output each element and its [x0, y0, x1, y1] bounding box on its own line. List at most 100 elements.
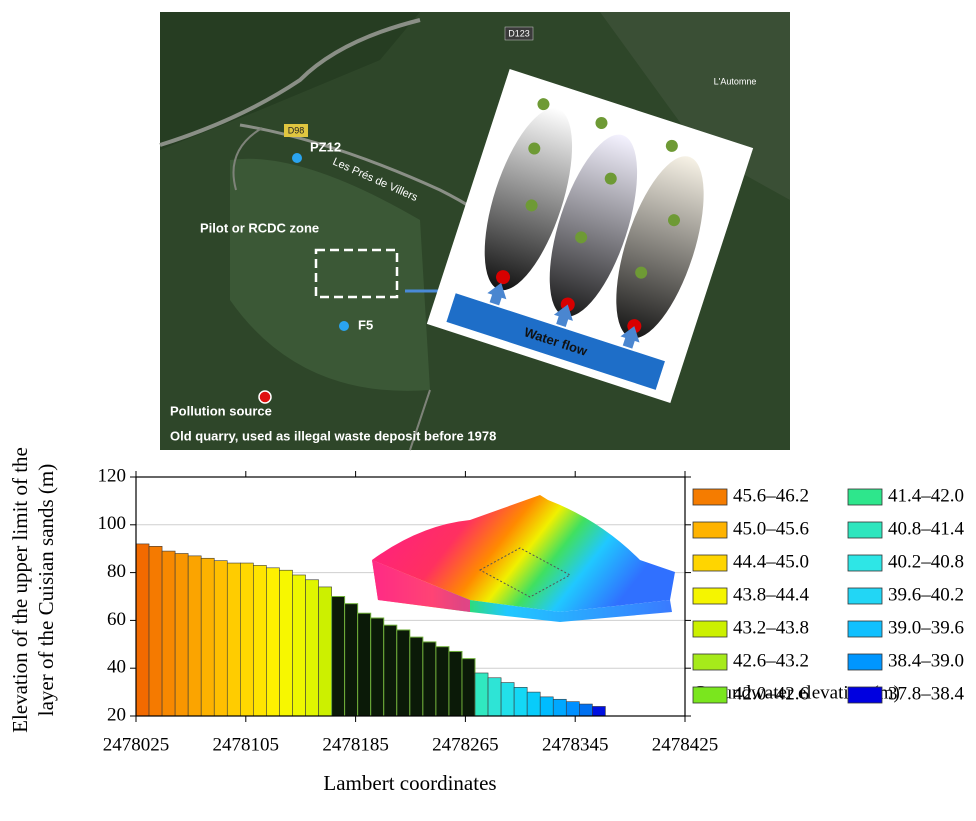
bar: [240, 562, 254, 717]
bar: [513, 687, 528, 717]
x-axis-label: Lambert coordinates: [323, 771, 496, 795]
map-label: D123: [508, 28, 530, 38]
bar: [592, 706, 606, 717]
map-label: Pilot or RCDC zone: [200, 220, 319, 235]
map-label: PZ12: [310, 139, 341, 154]
legend-label: 39.0–39.6: [888, 617, 964, 638]
y-tick-label: 80: [107, 561, 126, 582]
bar: [226, 562, 241, 717]
field: [230, 158, 430, 391]
pilot-zone-box: [314, 248, 399, 299]
bar: [422, 641, 437, 717]
bar: [409, 636, 424, 717]
legend-label: 37.8–38.4: [888, 683, 965, 704]
legend-swatch: [692, 488, 728, 506]
bar: [279, 569, 293, 717]
x-tick-label: 2478105: [213, 734, 280, 755]
bar: [552, 698, 567, 717]
y-tick-label: 60: [107, 609, 126, 630]
schematic: Water flow: [426, 69, 754, 403]
track: [232, 127, 263, 191]
legend-label: 42.0–42.6: [733, 683, 809, 704]
relief-top: [372, 495, 675, 612]
x-tick-label: 2478425: [652, 734, 719, 755]
ellipse: [484, 108, 573, 291]
legend-swatch: [692, 653, 728, 671]
water-flow-bar: [446, 293, 665, 390]
bar: [461, 658, 476, 717]
bar: [344, 603, 359, 717]
legend-swatch: [692, 686, 728, 704]
legend-swatch: [847, 620, 883, 638]
bar: [161, 550, 176, 717]
bar: [383, 624, 398, 717]
legend-label: 40.8–41.4: [888, 518, 965, 539]
map-label: Pollution source: [170, 403, 272, 418]
legend-label: 40.2–40.8: [888, 551, 964, 572]
bar: [253, 565, 267, 717]
bar: [148, 546, 163, 717]
ellipse: [616, 156, 704, 339]
y-tick-label: 40: [107, 657, 126, 678]
legend-swatch: [847, 521, 883, 539]
legend-label: 38.4–39.0: [888, 650, 964, 671]
bar: [174, 553, 189, 717]
legend-label: 45.6–46.2: [733, 485, 809, 506]
x-tick-label: 2478345: [542, 734, 609, 755]
bar: [539, 696, 554, 717]
road: [159, 18, 421, 147]
bar: [526, 691, 541, 717]
x-tick-label: 2478185: [322, 734, 389, 755]
bar: [318, 586, 332, 717]
legend-swatch: [692, 554, 728, 572]
legend-label: 41.4–42.0: [888, 485, 964, 506]
bar: [448, 650, 463, 717]
legend-swatch: [692, 587, 728, 605]
bar: [474, 672, 489, 717]
flow-arrows: [487, 282, 640, 349]
bar: [579, 703, 593, 717]
legend-swatch: [847, 587, 883, 605]
plot-frame: [135, 476, 686, 717]
forest: [160, 12, 420, 150]
legend-label: 44.4–45.0: [733, 551, 809, 572]
bar: [213, 560, 228, 717]
map: D123 D98 L'Automne Les Prés de Villers P…: [159, 12, 790, 451]
map-label: Old quarry, used as illegal waste deposi…: [170, 428, 496, 443]
legend-swatch: [692, 620, 728, 638]
y-axis-label: Elevation of the upper limit of the: [8, 447, 32, 733]
bar: [292, 574, 306, 717]
bar: [357, 612, 372, 717]
road-sign: [504, 26, 534, 41]
bar: [266, 567, 280, 717]
y-axis-label: layer of the Cuisian sands (m): [34, 464, 58, 717]
legend-swatch: [692, 521, 728, 539]
legend-label: 39.6–40.2: [888, 584, 964, 605]
y-tick-label: 120: [98, 465, 127, 486]
bar: [487, 677, 502, 717]
bar: [305, 579, 319, 717]
well-marker: [339, 321, 349, 331]
pollution-marker: [258, 390, 272, 404]
y-tick-label: 20: [107, 704, 126, 725]
green-dots: [525, 98, 680, 279]
map-label: L'Automne: [714, 76, 757, 86]
legend-swatch: [847, 653, 883, 671]
legend-swatch: [847, 488, 883, 506]
legend-swatch: [847, 554, 883, 572]
legend-label: 43.8–44.4: [733, 584, 810, 605]
bar: [331, 596, 346, 717]
inset-3d-model: [372, 495, 675, 622]
legend-swatch: [847, 686, 883, 704]
chart: Lambert coordinates Elevation of the upp…: [8, 447, 965, 795]
map-label: F5: [358, 317, 373, 332]
bar: [435, 646, 450, 717]
relief-side: [372, 560, 470, 612]
bar: [187, 555, 202, 717]
legend-label: 42.6–43.2: [733, 650, 809, 671]
well-marker: [292, 153, 302, 163]
track: [409, 389, 431, 451]
bar: [200, 557, 215, 717]
